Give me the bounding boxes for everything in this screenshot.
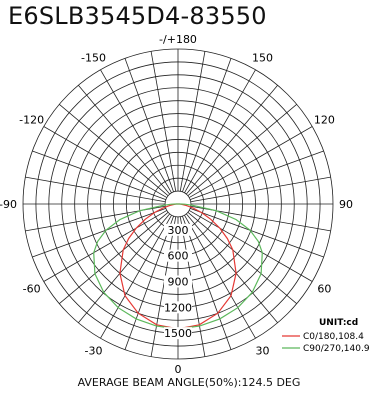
radial-label: 900	[168, 276, 189, 289]
grid-spoke	[124, 216, 174, 350]
radial-label-bg	[164, 223, 192, 236]
axis-labels: -/+1801501209060300-30-60-90-120-1503006…	[0, 33, 353, 376]
grid-spoke	[190, 208, 324, 258]
grid-spoke	[179, 51, 206, 192]
grid-spoke	[185, 213, 278, 323]
grid-spoke	[32, 208, 166, 258]
grid-spoke	[187, 211, 297, 304]
angle-label: -30	[85, 344, 103, 357]
radial-label: 300	[168, 224, 189, 237]
grid-spoke	[190, 176, 331, 203]
grid-spoke	[150, 216, 177, 357]
grid-spoke	[100, 69, 172, 194]
legend-label-1: C0/180,108.4	[303, 332, 364, 342]
grid-spoke	[184, 69, 256, 194]
grid-spoke	[100, 214, 172, 339]
angle-label: 60	[317, 283, 331, 296]
radial-label: 1500	[164, 327, 192, 340]
angle-label: -90	[0, 198, 17, 211]
radial-label-bg	[164, 327, 192, 340]
grid-spoke	[182, 58, 232, 192]
grid-spoke	[188, 126, 313, 198]
grid-spoke	[190, 150, 324, 200]
radial-label-bg	[164, 275, 192, 288]
grid-spoke	[187, 104, 297, 197]
grid-spoke	[185, 85, 278, 195]
grid-spoke	[32, 150, 166, 200]
radial-label-bg	[164, 249, 192, 262]
angle-label: 30	[256, 344, 270, 357]
grid-spoke	[184, 214, 256, 339]
grid-spoke	[43, 126, 168, 198]
radial-label: 1200	[164, 301, 192, 314]
grid-spoke	[78, 85, 171, 195]
grid-spoke	[188, 210, 313, 282]
radial-label-bg	[164, 301, 192, 314]
grid-spoke	[78, 213, 171, 323]
grid-spoke	[59, 211, 169, 304]
grid-spoke	[25, 176, 166, 203]
curve-series-2	[93, 203, 263, 330]
grid-spoke	[150, 51, 177, 192]
beam-angle-note: AVERAGE BEAM ANGLE(50%):124.5 DEG	[77, 376, 301, 389]
angle-label: 0	[175, 363, 182, 376]
legend: UNIT:cd C0/180,108.4 C90/270,140.9	[282, 318, 370, 354]
grid-spoke	[59, 104, 169, 197]
radial-label: 600	[168, 250, 189, 263]
grid-spoke	[179, 216, 206, 357]
intensity-curves	[93, 203, 263, 330]
angle-label: -150	[81, 52, 106, 65]
grid-spoke	[43, 210, 168, 282]
chart-title: E6SLB3545D4-83550	[8, 2, 267, 30]
angle-label: -60	[23, 283, 41, 296]
legend-label-2: C90/270,140.9	[303, 344, 370, 354]
angle-label: 120	[314, 114, 335, 127]
grid-spoke	[182, 216, 232, 350]
angle-label: 90	[339, 198, 353, 211]
grid-spoke	[124, 58, 174, 192]
angle-label: 150	[252, 52, 273, 65]
angle-label: -/+180	[159, 33, 197, 46]
unit-label: UNIT:cd	[319, 318, 358, 328]
angle-label: -120	[19, 114, 44, 127]
